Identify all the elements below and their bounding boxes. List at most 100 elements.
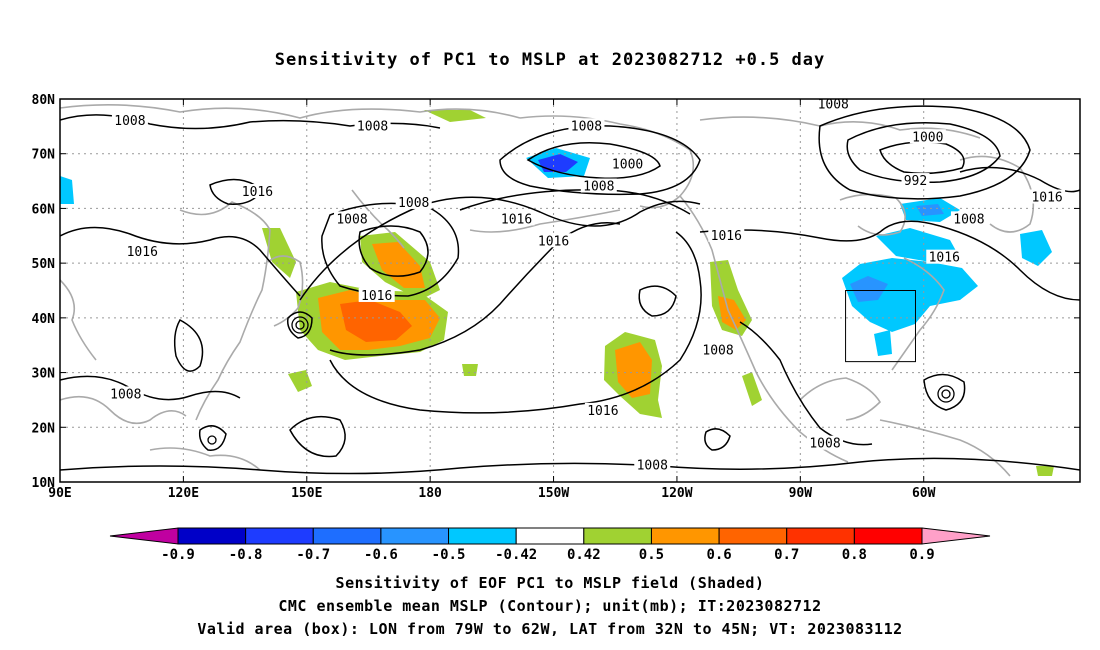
sensitivity-shading: [60, 110, 1054, 476]
positive-patch-sea: [288, 370, 312, 392]
contour-1000-aleutian: [526, 141, 661, 179]
positive-patch-japan: [262, 228, 296, 278]
contour-1016-siberia: [209, 178, 263, 205]
low-center-tropical: [941, 389, 951, 399]
contour-label-bg: [107, 386, 144, 401]
latitude-labels: 80N 70N 60N 50N 40N 30N 20N 10N: [32, 93, 56, 491]
valid-area-box: [845, 290, 916, 363]
coast-caribbean: [879, 419, 1011, 477]
contour-labels: 1008 1008 1008 1000 1008 1016 1008 1008 1016 1016…: [107, 96, 1066, 474]
colorbar-labels: -0.9 -0.8 -0.7 -0.6 -0.5 -0.42 0.42 0.5 0.6 0.7 0.…: [161, 547, 935, 563]
contour-label: 1016: [1031, 190, 1062, 205]
coast-aleutians: [469, 209, 621, 233]
colorbar-segment: [448, 527, 517, 545]
lon-tick-label: 120W: [661, 486, 692, 501]
contour-label-bg: [568, 118, 605, 133]
axis-ticks: [59, 98, 1080, 483]
coast-arctic-asia: [60, 104, 521, 119]
positive-patch-westcoast-core: [718, 296, 746, 330]
low-center-philippines: [207, 435, 217, 445]
contour-label-bg: [395, 194, 432, 209]
contour-1000-icelandic: [846, 121, 1001, 183]
negative-patch-canada: [842, 258, 978, 332]
negative-patch-canada-core: [850, 276, 888, 302]
contour-label-bg: [901, 173, 930, 188]
plot-frame: [59, 98, 1081, 483]
contour-label: 1016: [711, 229, 742, 244]
lon-tick-label: 150W: [538, 486, 569, 501]
contour-label: 1016: [361, 289, 392, 304]
contour-1008-southern: [60, 457, 1080, 475]
contour-label: 1016: [127, 245, 158, 260]
contour-label: 1008: [809, 437, 840, 452]
colorbar-tick-label: 0.9: [909, 547, 934, 563]
negative-patch-bering-core: [538, 154, 578, 172]
coast-canada-arctic: [699, 116, 981, 139]
contour-label: 1008: [114, 114, 145, 129]
lat-tick-label: 50N: [32, 257, 56, 272]
contour-label: 1008: [953, 212, 984, 227]
contour-label-bg: [354, 118, 391, 133]
coast-indonesia: [149, 447, 261, 471]
coast-gulf-mexico: [799, 377, 882, 421]
colorbar-segment: [650, 527, 720, 545]
colorbar-tick-label: -0.8: [229, 547, 263, 563]
low-center-japan: [295, 320, 305, 330]
contour-label: 1016: [501, 212, 532, 227]
colorbar-tick-label: 0.5: [639, 547, 664, 563]
negative-patch-greenland: [1020, 230, 1052, 266]
coast-korea-japan: [267, 255, 304, 327]
lat-tick-label: 20N: [32, 421, 56, 436]
colorbar-segment: [853, 527, 923, 545]
negative-patch-gulf-stream: [874, 330, 892, 356]
colorbar-segment: [515, 527, 585, 545]
contour-label-bg: [609, 156, 646, 171]
contour-1008-asia-south: [60, 375, 241, 401]
contour-label: 1016: [929, 251, 960, 266]
contour-label-bg: [815, 96, 852, 111]
caption-valid-area: Valid area (box): LON from 79W to 62W, L…: [197, 620, 903, 638]
contour-label-bg: [111, 112, 148, 127]
lat-tick-label: 30N: [32, 367, 56, 382]
contour-high-dateline: [289, 415, 346, 458]
coast-east-asia: [179, 201, 271, 421]
mslp-contours: [60, 105, 1080, 475]
negative-patch-labrador-core: [916, 204, 944, 216]
contour-label: 1008: [818, 97, 849, 112]
contour-low-philippines: [198, 425, 227, 451]
positive-patch-baja: [742, 372, 762, 406]
positive-patch-gulf: [462, 364, 478, 376]
positive-patch-central-core: [615, 342, 652, 398]
lon-tick-label: 180: [418, 486, 442, 501]
contour-1016-east-atlantic: [939, 225, 1080, 301]
colorbar: [109, 527, 991, 545]
contour-label: 1008: [571, 119, 602, 134]
coast-nw-america: [679, 195, 849, 463]
contour-label: 1008: [637, 459, 668, 474]
contour-label-bg: [124, 244, 161, 259]
lon-tick-label: 120E: [168, 486, 199, 501]
coast-india-sea: [60, 395, 187, 425]
contour-label-bg: [708, 227, 745, 242]
colorbar-tick-label: -0.42: [495, 547, 537, 563]
coast-east-us: [891, 257, 945, 371]
contour-label-bg: [334, 211, 371, 226]
colorbar-tick-label: 0.6: [706, 547, 731, 563]
contour-1016-pacific-high: [299, 196, 701, 301]
lat-tick-label: 80N: [32, 93, 56, 108]
contour-label-bg: [700, 342, 737, 357]
contour-label-bg: [926, 249, 963, 264]
contour-label: 992: [904, 174, 927, 189]
contour-label-bg: [358, 287, 395, 302]
contour-label: 1008: [357, 119, 388, 134]
colorbar-tick-label: 0.8: [842, 547, 867, 563]
lon-tick-label: 150E: [291, 486, 322, 501]
contour-label: 1008: [583, 180, 614, 195]
longitude-labels: 90E 120E 150E 180 150W 120W 90W 60W: [48, 486, 935, 501]
low-center-japan-ring: [291, 316, 309, 334]
contour-label: 1016: [242, 185, 273, 200]
contour-1008-inner: [358, 225, 429, 277]
contour-label: 1008: [702, 344, 733, 359]
colorbar-tick-label: -0.6: [364, 547, 398, 563]
